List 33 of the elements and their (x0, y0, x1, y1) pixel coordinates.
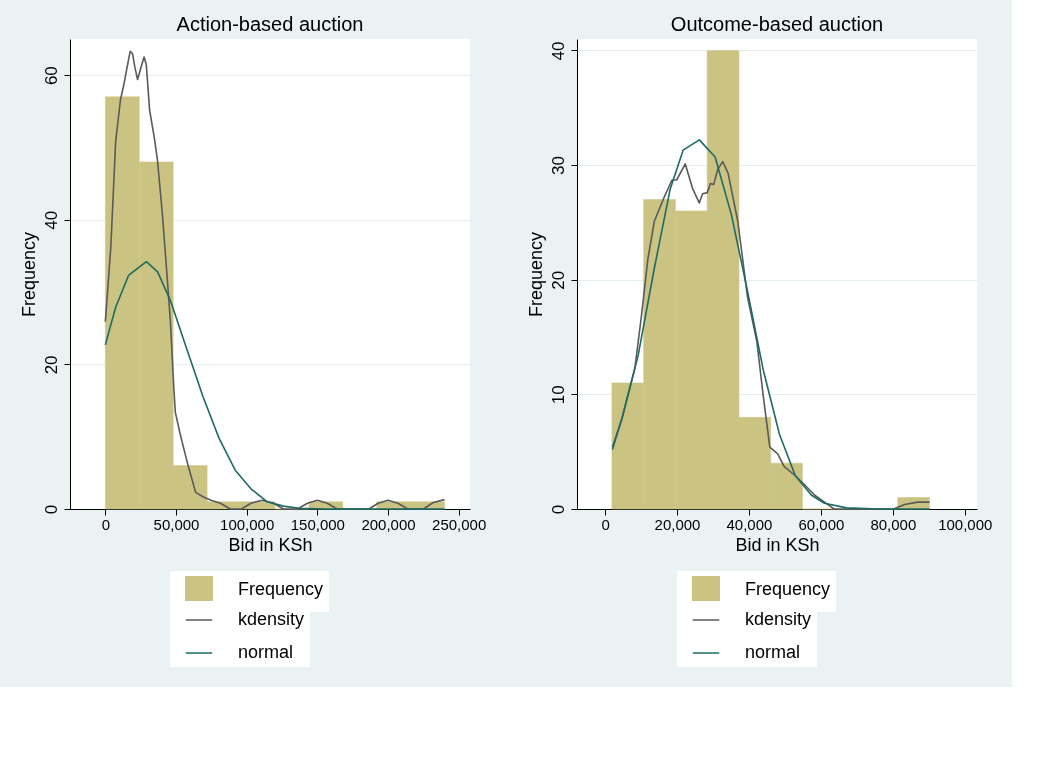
y-tick-label: 0 (41, 504, 61, 515)
x-tick-label: 150,000 (290, 515, 345, 533)
legend-label: normal (238, 642, 294, 662)
chart-title: Outcome-based auction (670, 13, 884, 35)
y-tick-label: 10 (548, 385, 568, 405)
y-tick-label: 40 (548, 41, 568, 61)
legend-label: kdensity (745, 609, 812, 629)
x-tick-label: 20,000 (654, 515, 701, 533)
y-tick-label: 20 (548, 270, 568, 290)
x-tick-label: 0 (101, 515, 111, 533)
x-tick-label: 100,000 (938, 515, 993, 533)
y-tick-label: 0 (548, 504, 568, 515)
x-axis-title: Bid in KSh (735, 534, 820, 555)
x-tick-label: 250,000 (432, 515, 487, 533)
x-tick-label: 60,000 (798, 515, 845, 533)
y-tick-label: 40 (41, 210, 61, 230)
legend-label: Frequency (238, 579, 324, 599)
y-axis-title: Frequency (525, 231, 546, 318)
x-tick-label: 100,000 (220, 515, 275, 533)
x-axis-title: Bid in KSh (228, 534, 313, 555)
y-tick-label: 20 (41, 355, 61, 375)
x-tick-label: 50,000 (153, 515, 200, 533)
y-axis-title: Frequency (18, 231, 39, 318)
x-tick-label: 200,000 (361, 515, 416, 533)
x-tick-label: 40,000 (726, 515, 773, 533)
y-tick-label: 60 (41, 66, 61, 86)
x-tick-label: 80,000 (870, 515, 917, 533)
x-tick-label: 0 (601, 515, 610, 533)
legend-label: Frequency (745, 579, 831, 599)
legend-label: normal (745, 642, 801, 662)
y-tick-label: 30 (548, 156, 568, 176)
legend-label: kdensity (238, 609, 305, 629)
chart-title: Action-based auction (176, 13, 364, 35)
